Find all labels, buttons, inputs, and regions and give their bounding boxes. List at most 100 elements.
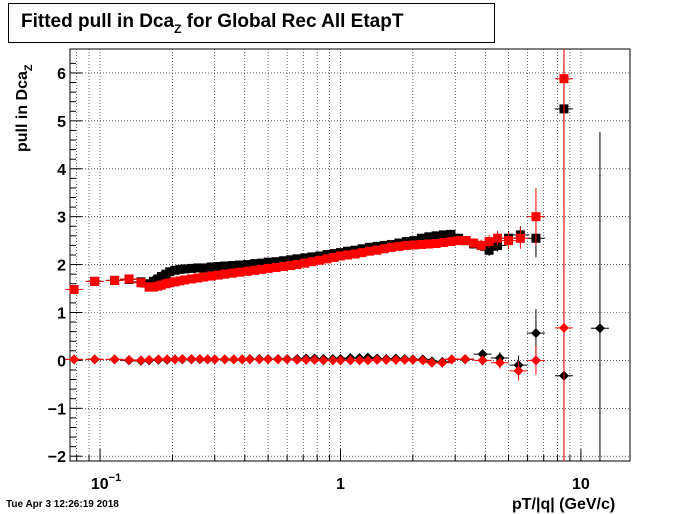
data-point-square (335, 251, 345, 261)
chart-title: Fitted pull in DcaZ for Global Rec All E… (21, 11, 404, 36)
data-point-diamond (417, 355, 428, 366)
data-point-diamond (477, 355, 488, 366)
data-point-square (279, 261, 289, 271)
data-point-square (469, 238, 479, 248)
data-point-diamond (446, 354, 457, 365)
y-tick-label: 0 (57, 353, 66, 370)
y-tick-label: 1 (57, 305, 66, 322)
data-point-square (322, 254, 332, 264)
data-point-diamond (109, 354, 120, 365)
x-tick-label: 1 (336, 476, 345, 493)
title-box: Fitted pull in DcaZ for Global Rec All E… (8, 3, 495, 43)
data-point-diamond (372, 354, 383, 365)
data-point-square (124, 274, 134, 284)
y-tick-label: 3 (57, 210, 66, 227)
data-point-square (424, 232, 434, 242)
data-point-square (493, 233, 503, 243)
data-point-square (476, 240, 486, 250)
data-point-square (170, 265, 180, 275)
data-point-square (416, 233, 426, 243)
data-point-diamond (345, 355, 356, 366)
data-point-square (372, 245, 382, 255)
data-point-diamond (494, 357, 505, 368)
data-point-square (286, 261, 296, 271)
data-point-square (431, 231, 441, 241)
data-point-diamond (460, 353, 471, 364)
data-point-square (227, 268, 237, 278)
data-point-square (292, 260, 302, 270)
data-point-square (263, 263, 273, 273)
data-point-square (431, 239, 441, 249)
data-point-square (379, 244, 389, 254)
data-point-square (257, 264, 267, 274)
data-point-square (279, 256, 289, 266)
data-point-diamond (69, 354, 80, 365)
data-point-square (307, 257, 317, 267)
data-point-square (180, 275, 190, 285)
data-point-diamond (513, 365, 524, 376)
data-point-diamond (263, 354, 274, 365)
y-tick-label: 4 (57, 162, 66, 179)
data-point-square (156, 280, 166, 290)
data-point-square (394, 241, 404, 251)
data-point-diamond (209, 354, 220, 365)
data-point-square (307, 252, 317, 262)
data-point-square (234, 267, 244, 277)
data-point-square (165, 267, 175, 277)
data-point-diamond (318, 355, 329, 366)
data-point-diamond (381, 354, 392, 365)
data-point-square (257, 258, 267, 268)
data-point-diamond (407, 354, 418, 365)
chart-title-subscript: Z (174, 22, 182, 36)
y-tick-label: −1 (48, 401, 66, 418)
data-point-diamond (273, 354, 284, 365)
y-tick-label: 2 (57, 258, 66, 275)
data-point-diamond (244, 354, 255, 365)
data-point-square (170, 277, 180, 287)
data-point-square (242, 266, 252, 276)
data-point-square (156, 272, 166, 282)
data-point-square (213, 270, 223, 280)
data-point-diamond (426, 357, 437, 368)
data-point-square (136, 278, 146, 288)
x-tick-label: 10 (572, 476, 590, 493)
data-point-diamond (282, 354, 293, 365)
data-point-square (315, 255, 325, 265)
data-point-square (446, 237, 456, 247)
data-point-square (292, 254, 302, 264)
data-point-square (220, 269, 230, 279)
data-point-square (504, 236, 514, 246)
data-point-diamond (177, 353, 188, 364)
data-point-square (110, 275, 120, 285)
data-point-square (69, 284, 79, 294)
data-point-square (193, 273, 203, 283)
data-point-square (484, 237, 494, 247)
data-point-square (199, 263, 209, 273)
data-point-square (461, 236, 471, 246)
data-point-square (300, 258, 310, 268)
y-tick-label: 6 (57, 66, 66, 83)
x-axis-label: pT/|q| (GeV/c) (512, 496, 616, 513)
data-point-diamond (530, 355, 541, 366)
data-point-square (484, 245, 494, 255)
y-tick-label: 5 (57, 114, 66, 131)
data-point-square (515, 233, 525, 243)
data-point-square (175, 276, 185, 286)
data-point-diamond (530, 328, 541, 339)
data-point-square (446, 229, 456, 239)
data-point-diamond (144, 354, 155, 365)
data-point-square (531, 212, 541, 222)
data-point-square (90, 276, 100, 286)
data-point-diamond (124, 354, 135, 365)
data-point-square (364, 246, 374, 256)
data-point-square (329, 252, 339, 262)
data-point-square (350, 249, 360, 259)
data-point-diamond (437, 357, 448, 368)
data-point-square (250, 265, 260, 275)
y-tick-label: −2 (48, 449, 66, 466)
data-point-diamond (219, 354, 230, 365)
data-point-square (386, 242, 396, 252)
data-point-square (286, 255, 296, 265)
data-point-square (271, 257, 281, 267)
